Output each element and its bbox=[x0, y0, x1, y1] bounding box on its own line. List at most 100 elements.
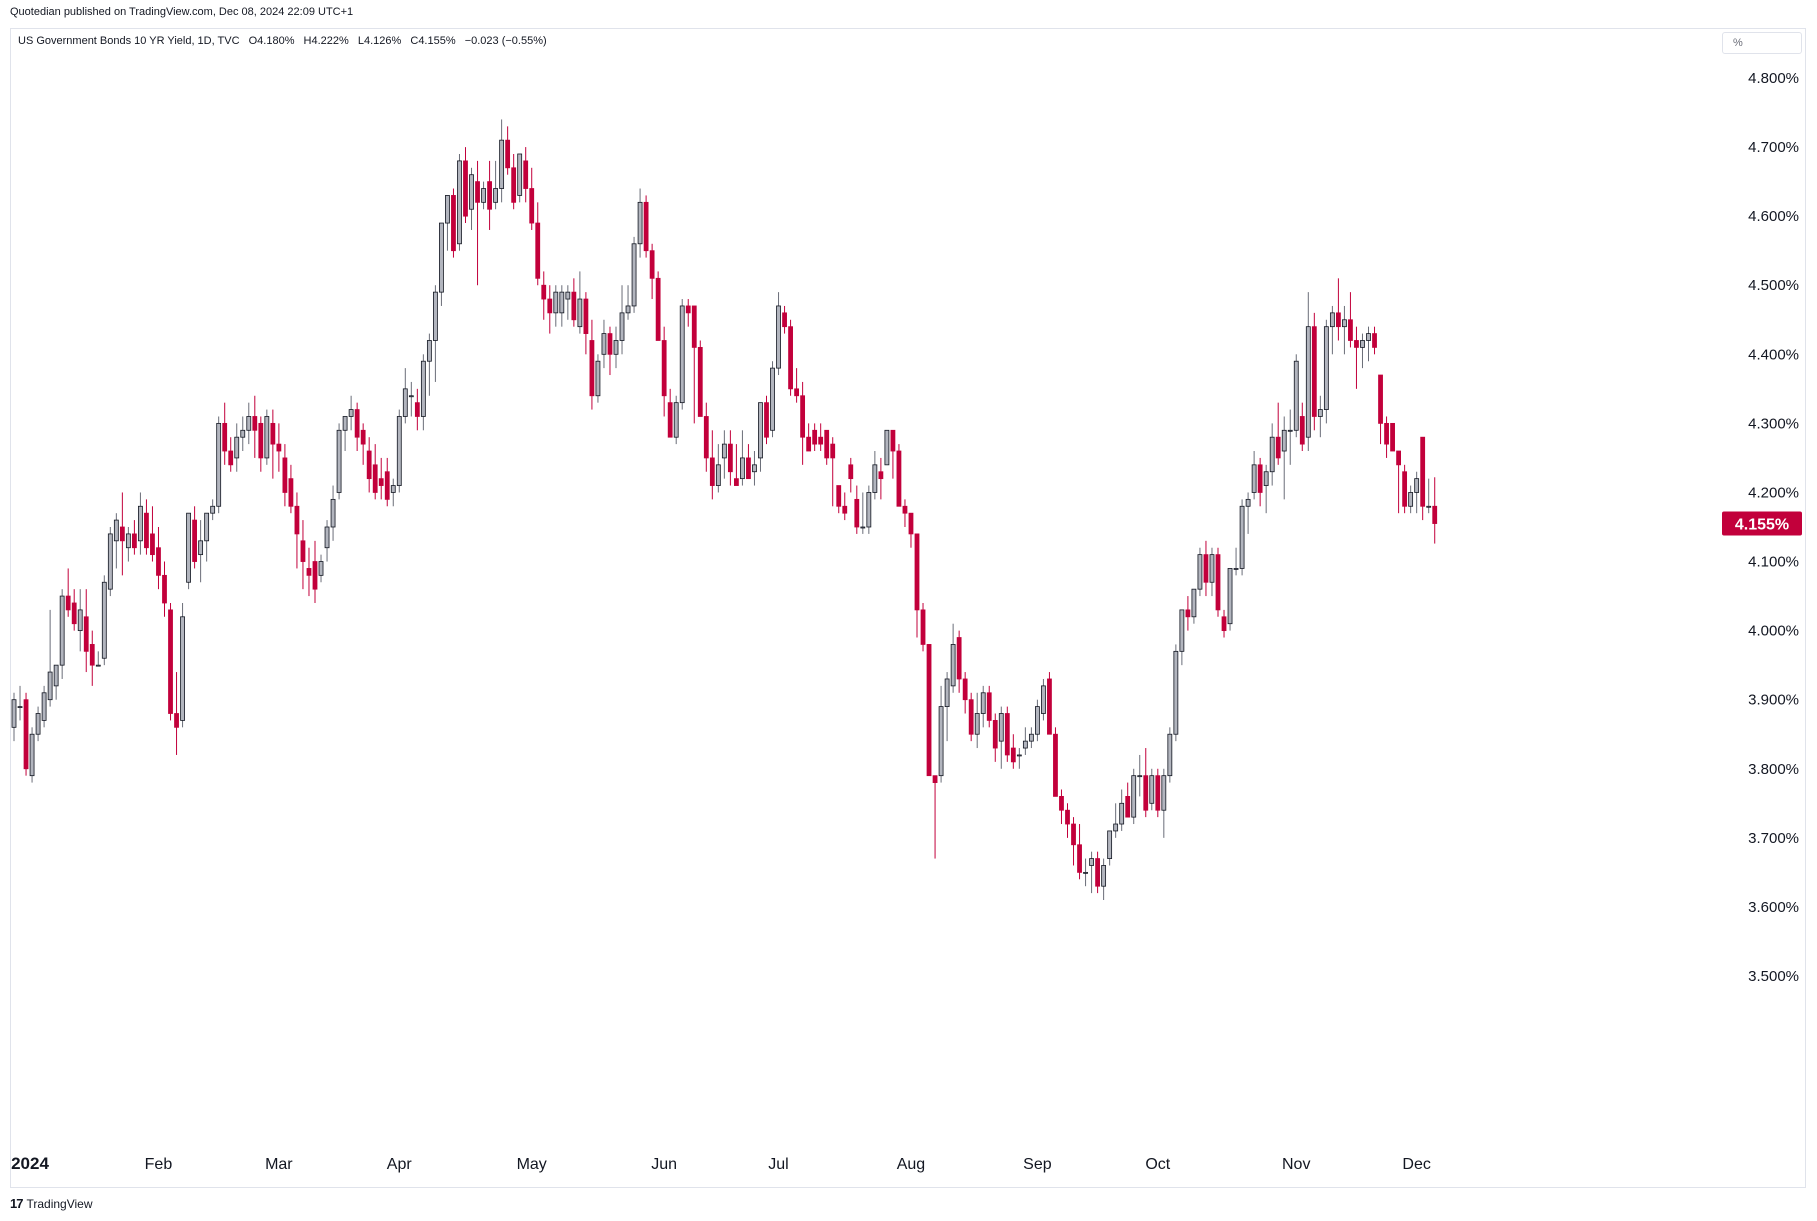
candle bbox=[956, 630, 962, 693]
candle bbox=[1197, 547, 1203, 597]
candle bbox=[1083, 858, 1088, 887]
candle-body bbox=[1402, 471, 1408, 507]
candle bbox=[824, 429, 830, 465]
candle-body bbox=[1004, 713, 1010, 756]
candle-body bbox=[1113, 823, 1119, 832]
x-tick-label: Apr bbox=[387, 1156, 413, 1173]
candle-body bbox=[1329, 312, 1335, 328]
candles-layer bbox=[11, 119, 1438, 901]
candle-body bbox=[11, 699, 17, 728]
candle-body bbox=[246, 416, 252, 431]
published-note: Quotedian published on TradingView.com, … bbox=[10, 6, 354, 18]
candle-body bbox=[366, 450, 372, 480]
candle bbox=[812, 423, 818, 452]
candle-body bbox=[758, 402, 763, 459]
candle-body bbox=[378, 478, 384, 486]
x-tick-label: Jul bbox=[768, 1156, 788, 1173]
candle-body bbox=[101, 581, 107, 659]
candle bbox=[1215, 547, 1221, 617]
price-scale-mode-button[interactable]: % bbox=[1722, 32, 1802, 54]
candle-body bbox=[306, 568, 312, 576]
candle-body bbox=[457, 160, 462, 245]
candle bbox=[1137, 754, 1143, 797]
candle bbox=[312, 540, 318, 603]
y-tick-label: 3.600% bbox=[1748, 899, 1799, 916]
candle-body bbox=[625, 305, 631, 314]
candle bbox=[691, 305, 697, 424]
candle-body bbox=[998, 713, 1004, 742]
last-price-label: 4.155% bbox=[1735, 517, 1789, 534]
candle bbox=[432, 285, 438, 382]
candle-body bbox=[523, 160, 529, 189]
candle-body bbox=[1245, 498, 1251, 507]
candle-body bbox=[764, 402, 769, 438]
candle bbox=[649, 243, 655, 300]
candle-body bbox=[752, 464, 757, 473]
candle bbox=[709, 430, 715, 500]
candle bbox=[523, 147, 529, 203]
candle bbox=[1366, 326, 1371, 362]
tradingview-logo-icon: 17 bbox=[10, 1196, 24, 1211]
x-tick-label: May bbox=[517, 1156, 547, 1173]
candle bbox=[758, 402, 763, 472]
candle bbox=[1053, 727, 1058, 797]
candle-body bbox=[529, 188, 535, 224]
candle-body bbox=[1107, 830, 1113, 859]
candle-body bbox=[1028, 733, 1034, 742]
candle bbox=[740, 430, 745, 486]
candle-body bbox=[445, 195, 450, 224]
y-tick-label: 4.600% bbox=[1748, 208, 1799, 225]
y-tick-label: 3.700% bbox=[1748, 830, 1799, 847]
candle-body bbox=[348, 409, 354, 417]
candle bbox=[613, 326, 619, 369]
x-tick-label: Feb bbox=[145, 1156, 173, 1173]
candle-body bbox=[872, 464, 878, 493]
candle-body bbox=[282, 457, 288, 493]
candle bbox=[595, 354, 601, 403]
candle-body bbox=[1414, 478, 1420, 493]
candle-body bbox=[29, 733, 35, 777]
candle bbox=[294, 492, 300, 569]
candle-body bbox=[264, 416, 270, 459]
candle-body bbox=[1317, 409, 1323, 417]
candle-body bbox=[830, 443, 836, 459]
candle-body bbox=[1053, 733, 1058, 797]
candle bbox=[1360, 333, 1365, 369]
candle-body bbox=[1293, 360, 1299, 431]
candle-body bbox=[493, 188, 499, 203]
candle-body bbox=[673, 402, 679, 438]
candle-body bbox=[619, 312, 625, 341]
candle-body bbox=[318, 561, 324, 576]
candle-body bbox=[1010, 747, 1016, 763]
candle bbox=[1299, 402, 1305, 452]
candle bbox=[288, 464, 294, 514]
candle-body bbox=[198, 540, 204, 556]
candle-body bbox=[258, 422, 264, 459]
candle bbox=[746, 444, 751, 480]
candle bbox=[53, 664, 59, 700]
candle-body bbox=[1125, 796, 1131, 818]
candle bbox=[770, 361, 775, 438]
candle-body bbox=[547, 298, 553, 314]
candle-body bbox=[1257, 464, 1263, 493]
candle bbox=[1384, 416, 1389, 458]
candle-body bbox=[294, 505, 300, 535]
candle-body bbox=[89, 644, 95, 666]
candle-body bbox=[288, 478, 294, 507]
candle bbox=[457, 153, 462, 251]
candle bbox=[1149, 768, 1155, 811]
candle bbox=[408, 381, 414, 417]
candle bbox=[1203, 540, 1209, 597]
candle-body bbox=[836, 485, 842, 507]
candle-body bbox=[17, 706, 23, 708]
candle-body bbox=[685, 305, 691, 314]
candle bbox=[240, 416, 246, 452]
candle bbox=[764, 395, 769, 445]
ohlc-high: H4.222% bbox=[303, 35, 349, 47]
candle-body bbox=[234, 436, 240, 459]
candle-body bbox=[1360, 340, 1365, 348]
x-tick-label: Nov bbox=[1282, 1156, 1310, 1173]
candle-body bbox=[709, 457, 715, 486]
candle bbox=[547, 285, 553, 334]
